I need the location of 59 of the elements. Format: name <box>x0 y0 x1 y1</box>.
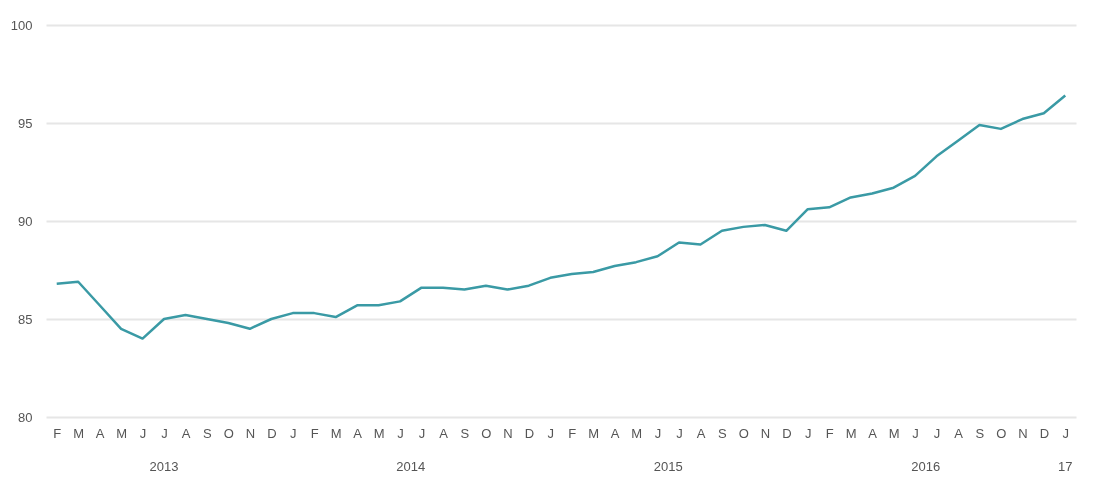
text: 17 <box>1058 459 1073 474</box>
x-tick-label: J <box>161 425 168 441</box>
x-tick-label: M <box>588 425 600 441</box>
y-tick-label: 95 <box>18 115 33 131</box>
x-tick-label: F <box>310 425 319 441</box>
text: 2013 <box>149 459 179 474</box>
x-tick-label: J <box>418 425 426 441</box>
x-tick-label: O <box>738 425 749 441</box>
x-tick-label: M <box>631 425 643 441</box>
x-tick-label: A <box>439 425 449 441</box>
x-tick-label: S <box>718 425 728 441</box>
x-tick-label: A <box>95 425 105 441</box>
x-tick-label: A <box>353 425 363 441</box>
x-tick-label: O <box>481 425 492 441</box>
x-tick-label: N <box>503 425 513 441</box>
x-tick-label: M <box>116 425 128 441</box>
y-tick-label: 80 <box>18 409 33 425</box>
x-tick-label: J <box>912 425 919 441</box>
x-tick-label: J <box>397 425 404 441</box>
x-tick-label: M <box>330 425 342 441</box>
x-tick-label: A <box>696 425 706 441</box>
y-tick-label: 100 <box>10 17 33 33</box>
x-tick-label: N <box>1018 425 1028 441</box>
x-tick-label: N <box>245 425 256 441</box>
x-tick-label: D <box>524 425 535 441</box>
x-tick-label: J <box>290 425 297 441</box>
x-tick-label: J <box>676 425 683 441</box>
x-tick-label: M <box>373 425 385 441</box>
text: 2015 <box>653 459 683 474</box>
x-tick-label: J <box>805 425 812 441</box>
x-tick-label: O <box>996 425 1007 441</box>
x-tick-label: J <box>933 425 941 441</box>
text: 2016 <box>911 459 941 474</box>
x-tick-label: S <box>975 425 985 441</box>
text: 2014 <box>396 459 426 474</box>
x-tick-label: A <box>954 425 964 441</box>
x-tick-label: S <box>460 425 470 441</box>
x-tick-label: A <box>181 425 191 441</box>
x-tick-label: J <box>654 425 662 441</box>
x-tick-label: A <box>868 425 878 441</box>
x-tick-label: F <box>825 425 834 441</box>
y-tick-label: 90 <box>18 213 33 229</box>
x-tick-label: M <box>888 425 900 441</box>
x-tick-label: F <box>568 425 577 441</box>
x-tick-label: O <box>223 425 234 441</box>
y-tick-label: 85 <box>18 311 33 327</box>
line-series <box>55 94 1067 340</box>
x-tick-label: M <box>845 425 857 441</box>
x-tick-label: J <box>547 425 555 441</box>
x-tick-label: D <box>267 425 277 441</box>
x-tick-label: D <box>1039 425 1050 441</box>
x-tick-label: J <box>139 425 147 441</box>
x-tick-label: N <box>760 425 771 441</box>
x-tick-label: M <box>73 425 85 441</box>
x-tick-label: A <box>610 425 620 441</box>
x-tick-label: J <box>1062 425 1070 441</box>
x-tick-label: S <box>203 425 213 441</box>
x-tick-label: F <box>53 425 62 441</box>
x-tick-label: D <box>782 425 792 441</box>
